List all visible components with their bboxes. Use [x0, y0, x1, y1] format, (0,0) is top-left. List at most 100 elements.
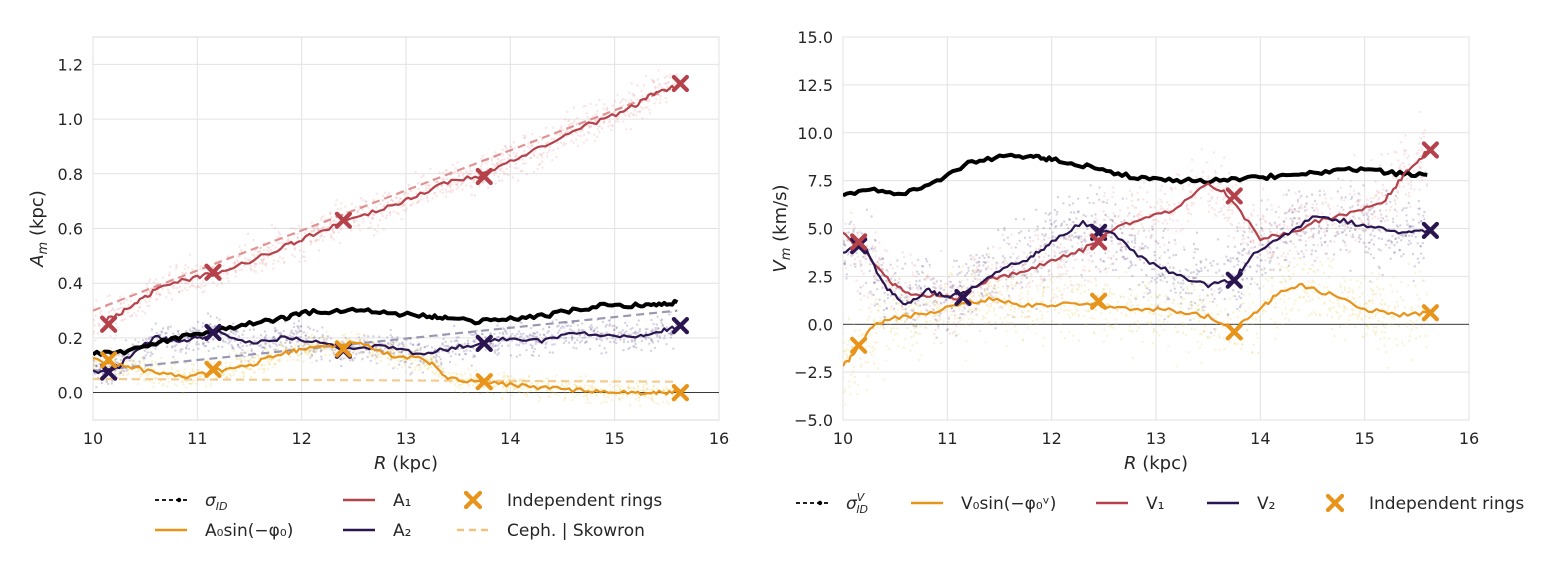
scatter-point	[963, 313, 967, 316]
scatter-point	[1390, 163, 1393, 166]
scatter-point	[125, 298, 128, 301]
scatter-point	[323, 235, 326, 238]
scatter-point	[1425, 184, 1429, 188]
scatter-point	[173, 358, 177, 362]
scatter-point	[1373, 215, 1377, 218]
scatter-point	[650, 318, 653, 322]
scatter-point	[868, 307, 871, 310]
scatter-point	[291, 335, 295, 338]
scatter-point	[437, 361, 440, 364]
scatter-point	[518, 379, 521, 383]
scatter-point	[582, 379, 585, 383]
scatter-point	[944, 282, 947, 286]
scatter-point	[1178, 201, 1181, 205]
scatter-point	[875, 277, 878, 280]
scatter-point	[345, 210, 349, 214]
scatter-point	[1072, 211, 1076, 214]
scatter-point	[185, 380, 188, 383]
scatter-point	[1211, 189, 1214, 192]
scatter-point	[489, 342, 493, 345]
scatter-point	[371, 217, 375, 220]
scatter-point	[160, 330, 163, 333]
scatter-point	[591, 388, 594, 392]
scatter-point	[396, 336, 399, 339]
scatter-point	[1270, 253, 1274, 257]
scatter-point	[181, 380, 185, 383]
scatter-point	[472, 355, 475, 359]
scatter-point	[1358, 193, 1362, 196]
scatter-point	[222, 264, 225, 267]
scatter-point	[972, 255, 975, 259]
scatter-point	[371, 352, 375, 355]
scatter-point	[130, 359, 133, 362]
scatter-point	[326, 330, 329, 334]
scatter-point	[321, 333, 324, 337]
scatter-point	[119, 301, 123, 305]
scatter-point	[417, 343, 420, 347]
scatter-point	[1385, 189, 1388, 192]
scatter-point	[560, 132, 564, 135]
scatter-point	[329, 213, 332, 216]
scatter-point	[562, 341, 566, 345]
scatter-point	[528, 374, 531, 378]
scatter-point	[1086, 220, 1090, 223]
scatter-point	[1107, 256, 1110, 259]
scatter-point	[547, 330, 550, 333]
scatter-point	[564, 142, 567, 146]
scatter-point	[455, 372, 458, 376]
scatter-point	[1316, 211, 1320, 215]
scatter-point	[621, 329, 624, 332]
scatter-point	[458, 383, 461, 387]
scatter-point	[996, 261, 1000, 265]
scatter-point	[549, 392, 552, 395]
scatter-point	[107, 310, 111, 314]
scatter-point	[1285, 211, 1288, 215]
scatter-point	[309, 239, 312, 242]
scatter-point	[1087, 248, 1090, 251]
scatter-point	[493, 349, 497, 352]
scatter-point	[925, 274, 928, 278]
scatter-point	[514, 162, 518, 166]
scatter-point	[883, 299, 886, 303]
scatter-point	[175, 384, 178, 387]
scatter-point	[1164, 219, 1167, 222]
scatter-point	[382, 194, 385, 198]
scatter-point	[183, 371, 186, 375]
scatter-point	[493, 163, 496, 167]
scatter-point	[1110, 239, 1113, 243]
scatter-point	[497, 347, 500, 350]
scatter-point	[1131, 274, 1134, 278]
scatter-point	[420, 360, 423, 363]
scatter-point	[556, 331, 560, 334]
scatter-point	[395, 211, 399, 215]
scatter-point	[495, 170, 498, 174]
scatter-point	[1073, 258, 1076, 262]
scatter-point	[289, 341, 292, 345]
scatter-point	[1213, 297, 1216, 300]
scatter-point	[312, 328, 315, 332]
scatter-point	[663, 76, 667, 79]
scatter-point	[977, 268, 980, 272]
scatter-point	[310, 361, 314, 364]
scatter-point	[1111, 186, 1115, 189]
scatter-point	[622, 340, 626, 344]
scatter-point	[1318, 189, 1322, 193]
scatter-point	[1008, 243, 1011, 246]
scatter-point	[1390, 205, 1393, 209]
scatter-point	[1259, 218, 1262, 221]
scatter-point	[1358, 240, 1361, 243]
scatter-point	[1182, 245, 1185, 249]
scatter-point	[1090, 214, 1094, 217]
scatter-point	[607, 395, 610, 399]
scatter-point	[392, 341, 395, 345]
scatter-point	[1178, 269, 1182, 273]
scatter-point	[937, 324, 940, 328]
y-tick-label: −2.5	[794, 363, 833, 382]
scatter-point	[570, 336, 574, 339]
scatter-point	[1181, 187, 1185, 191]
scatter-point	[273, 226, 277, 229]
scatter-point	[307, 343, 310, 346]
scatter-point	[505, 381, 508, 384]
scatter-point	[617, 385, 621, 389]
scatter-point	[1410, 234, 1414, 237]
